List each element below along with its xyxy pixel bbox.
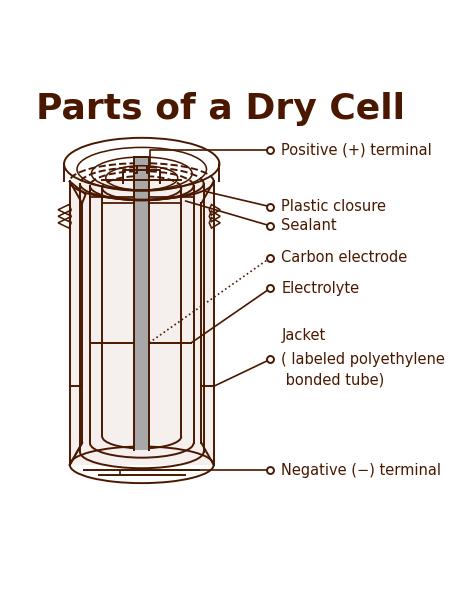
Text: Sealant: Sealant — [281, 219, 337, 234]
FancyBboxPatch shape — [70, 181, 214, 465]
Text: Electrolyte: Electrolyte — [281, 281, 359, 296]
Bar — [134, 157, 149, 450]
Text: Jacket: Jacket — [281, 328, 326, 343]
Text: Negative (−) terminal: Negative (−) terminal — [281, 463, 441, 478]
Text: Positive (+) terminal: Positive (+) terminal — [281, 143, 432, 158]
Text: Parts of a Dry Cell: Parts of a Dry Cell — [36, 92, 405, 126]
Text: ( labeled polyethylene: ( labeled polyethylene — [281, 352, 445, 367]
Text: Plastic closure: Plastic closure — [281, 199, 386, 214]
Text: Carbon electrode: Carbon electrode — [281, 250, 408, 265]
Text: bonded tube): bonded tube) — [281, 373, 384, 388]
